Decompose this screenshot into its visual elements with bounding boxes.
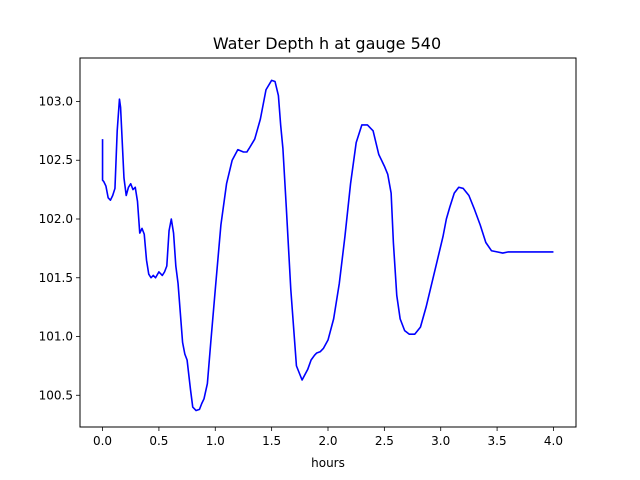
- x-tick-label: 3.0: [431, 434, 450, 448]
- chart-title: Water Depth h at gauge 540: [213, 34, 441, 53]
- x-tick-label: 4.0: [544, 434, 563, 448]
- series-layer: [101, 79, 554, 412]
- y-tick-label: 102.5: [39, 153, 73, 167]
- x-axis-label: hours: [311, 456, 345, 470]
- plot-area: [80, 58, 576, 427]
- x-tick-label: 0.5: [149, 434, 168, 448]
- x-tick-label: 1.0: [206, 434, 225, 448]
- y-tick-label: 100.5: [39, 388, 73, 402]
- x-tick-label: 2.0: [318, 434, 337, 448]
- x-tick-label: 1.5: [262, 434, 281, 448]
- series-line: [101, 79, 554, 412]
- y-axis: 100.5 101.0 101.5 102.0 102.5 103.0: [39, 94, 80, 402]
- x-axis: 0.0 0.5 1.0 1.5 2.0 2.5 3.0 3.5 4.0: [93, 427, 563, 448]
- y-tick-label: 103.0: [39, 94, 73, 108]
- x-tick-label: 2.5: [375, 434, 394, 448]
- y-tick-label: 101.0: [39, 330, 73, 344]
- x-tick-label: 0.0: [93, 434, 112, 448]
- plot-frame: [79, 57, 577, 428]
- y-tick-label: 101.5: [39, 271, 73, 285]
- x-tick-label: 3.5: [488, 434, 507, 448]
- y-tick-label: 102.0: [39, 212, 73, 226]
